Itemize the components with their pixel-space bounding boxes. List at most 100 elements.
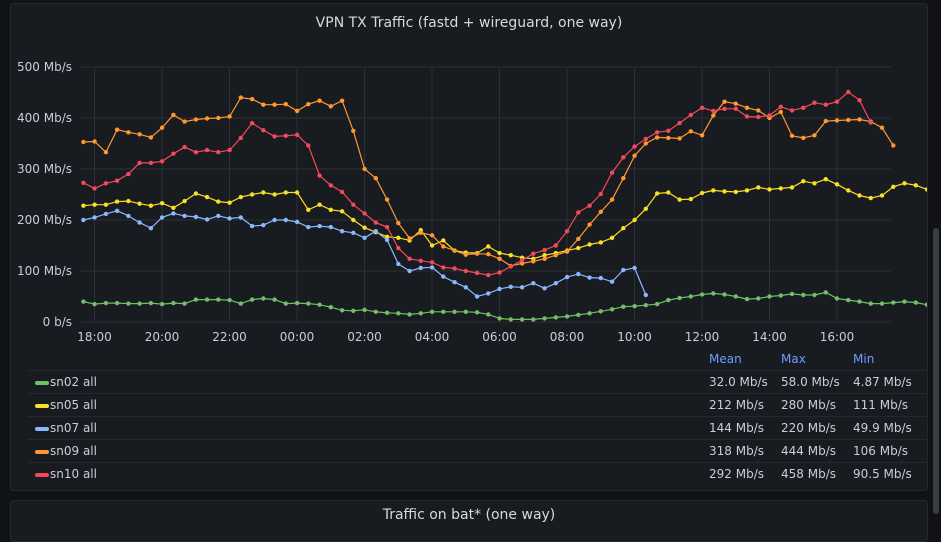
data-point-sn05-all: [913, 183, 918, 188]
page-scrollbar[interactable]: [933, 228, 939, 514]
data-point-sn10-all: [722, 106, 727, 112]
data-point-sn02-all: [733, 294, 738, 299]
data-point-sn10-all: [823, 102, 828, 107]
data-point-sn02-all: [756, 296, 761, 301]
data-point-sn07-all: [339, 229, 345, 234]
data-point-sn09-all: [306, 102, 311, 107]
legend-color-swatch[interactable]: [35, 381, 49, 385]
data-point-sn09-all: [452, 248, 457, 253]
data-point-sn05-all: [272, 192, 277, 197]
legend-color-swatch[interactable]: [35, 404, 49, 408]
data-point-sn09-all: [362, 166, 367, 172]
data-point-sn09-all: [744, 105, 750, 111]
data-point-sn07-all: [126, 213, 131, 219]
data-point-sn09-all: [317, 98, 322, 103]
data-point-sn09-all: [609, 197, 615, 202]
data-point-sn09-all: [474, 251, 480, 256]
data-point-sn07-all: [542, 286, 547, 291]
data-point-sn09-all: [441, 244, 446, 249]
data-point-sn09-all: [182, 119, 187, 124]
data-point-sn02-all: [722, 292, 727, 297]
data-point-sn10-all: [564, 229, 570, 234]
legend-row[interactable]: sn02 all 32.0 Mb/s 58.0 Mb/s 4.87 Mb/s: [28, 370, 928, 393]
data-point-sn05-all: [193, 191, 199, 196]
data-point-sn10-all: [159, 159, 165, 164]
legend-header-max[interactable]: Max: [781, 352, 806, 366]
data-point-sn02-all: [609, 307, 615, 312]
data-point-sn10-all: [654, 130, 660, 135]
data-point-sn07-all: [328, 224, 333, 230]
data-point-sn05-all: [204, 194, 210, 200]
data-point-sn07-all: [441, 274, 446, 279]
data-point-sn05-all: [261, 190, 266, 195]
legend-row[interactable]: sn07 all 144 Mb/s 220 Mb/s 49.9 Mb/s: [28, 416, 928, 439]
data-point-sn05-all: [216, 199, 221, 204]
next-panel-title[interactable]: Traffic on bat* (one way): [382, 507, 556, 523]
data-point-sn07-all: [249, 223, 255, 229]
legend-series-name[interactable]: sn09 all: [50, 444, 97, 458]
legend-row[interactable]: sn09 all 318 Mb/s 444 Mb/s 106 Mb/s: [28, 439, 928, 462]
legend-row[interactable]: sn10 all 292 Mb/s 458 Mb/s 90.5 Mb/s: [28, 462, 928, 485]
legend-series-name[interactable]: sn10 all: [50, 467, 97, 481]
data-point-sn10-all: [857, 98, 862, 103]
data-point-sn05-all: [823, 177, 828, 182]
legend-header-min[interactable]: Min: [853, 352, 875, 366]
data-point-sn07-all: [227, 216, 232, 221]
legend-series-name[interactable]: sn07 all: [50, 421, 97, 435]
data-point-sn02-all: [103, 300, 109, 306]
data-point-sn02-all: [193, 297, 199, 302]
data-point-sn10-all: [328, 183, 333, 188]
data-point-sn09-all: [103, 150, 109, 155]
legend-series-name[interactable]: sn05 all: [50, 398, 97, 412]
data-point-sn10-all: [362, 211, 367, 216]
data-point-sn02-all: [272, 297, 277, 302]
legend-row[interactable]: sn05 all 212 Mb/s 280 Mb/s 111 Mb/s: [28, 393, 928, 416]
data-point-sn05-all: [542, 253, 547, 258]
data-point-sn05-all: [114, 199, 120, 204]
legend-color-swatch[interactable]: [35, 427, 49, 431]
data-point-sn07-all: [632, 265, 637, 271]
data-point-sn02-all: [317, 302, 322, 307]
data-point-sn10-all: [756, 114, 761, 120]
x-tick-label: 10:00: [617, 330, 652, 344]
data-point-sn02-all: [418, 311, 423, 316]
data-point-sn09-all: [148, 135, 154, 140]
panel-title[interactable]: VPN TX Traffic (fastd + wireguard, one w…: [315, 15, 623, 31]
legend-color-swatch[interactable]: [35, 450, 49, 454]
legend-mean-value: 144 Mb/s: [709, 421, 764, 435]
data-point-sn02-all: [744, 296, 750, 302]
data-point-sn09-all: [351, 128, 356, 133]
data-point-sn02-all: [789, 291, 795, 297]
data-point-sn09-all: [654, 135, 660, 140]
data-point-sn10-all: [193, 150, 199, 155]
data-point-sn09-all: [756, 108, 761, 113]
x-tick-label: 02:00: [347, 330, 382, 344]
data-point-sn09-all: [891, 143, 896, 148]
data-point-sn07-all: [216, 213, 221, 219]
legend-min-value: 111 Mb/s: [853, 398, 908, 412]
data-point-sn07-all: [103, 211, 109, 217]
data-point-sn10-all: [418, 258, 423, 263]
data-point-sn02-all: [868, 301, 873, 306]
legend-series-name[interactable]: sn02 all: [50, 375, 97, 389]
data-point-sn10-all: [801, 105, 806, 111]
data-point-sn02-all: [519, 317, 525, 322]
line-chart[interactable]: 0 b/s 100 Mb/s 200 Mb/s 300 Mb/s 400 Mb/s 500…: [11, 4, 927, 344]
x-tick-label: 20:00: [145, 330, 180, 344]
legend-color-swatch[interactable]: [35, 473, 49, 477]
data-point-sn02-all: [812, 292, 817, 298]
data-point-sn05-all: [609, 235, 615, 240]
data-point-sn05-all: [328, 207, 333, 212]
data-point-sn09-all: [688, 129, 693, 134]
data-point-sn05-all: [621, 226, 626, 231]
data-point-sn10-all: [846, 89, 851, 95]
data-point-sn10-all: [373, 220, 378, 225]
legend-min-value: 4.87 Mb/s: [853, 375, 912, 389]
legend-header-mean[interactable]: Mean: [709, 352, 742, 366]
data-point-sn05-all: [868, 195, 873, 201]
data-point-sn02-all: [328, 305, 333, 310]
data-point-sn07-all: [351, 230, 356, 235]
data-point-sn05-all: [148, 203, 154, 208]
series-line-sn02-all: [83, 291, 927, 320]
data-point-sn05-all: [756, 185, 761, 190]
